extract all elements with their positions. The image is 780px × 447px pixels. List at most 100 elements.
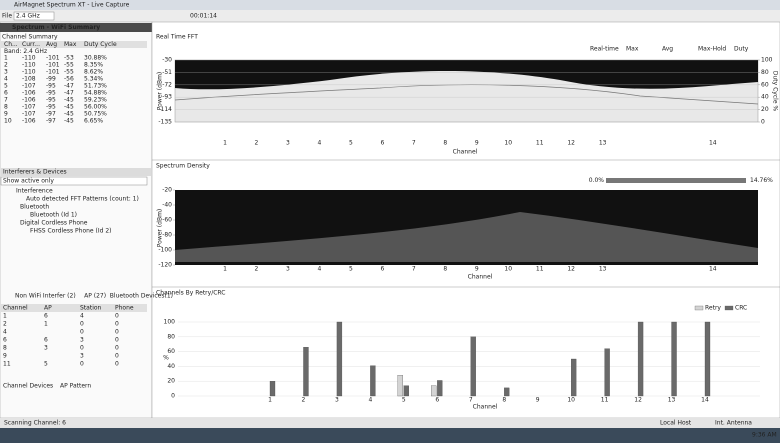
table-cell: 9 xyxy=(4,111,8,118)
x-axis-label: Channel xyxy=(468,274,493,281)
y2-tick-label: 0 xyxy=(761,119,765,126)
table-cell: 0 xyxy=(115,353,119,360)
x-tick-label: 11 xyxy=(536,266,544,273)
bar xyxy=(337,322,342,396)
table-cell: 0 xyxy=(115,321,119,328)
tree-item[interactable]: Bluetooth (Id 1) xyxy=(30,212,77,219)
table-cell: 54.88% xyxy=(84,90,107,97)
tree-item[interactable]: Auto detected FFT Patterns (count: 1) xyxy=(26,196,139,203)
tab[interactable]: AP Pattern xyxy=(60,383,91,390)
table-cell: 0 xyxy=(115,361,119,368)
table-cell: 0 xyxy=(115,313,119,320)
table-cell: -106 xyxy=(22,118,36,125)
x-tick-label: 4 xyxy=(317,266,321,273)
table-cell: 1 xyxy=(3,313,7,320)
x-tick-label: 8 xyxy=(443,266,447,273)
legend-entry: Max-Hold xyxy=(698,46,726,53)
table-cell: 51.73% xyxy=(84,83,107,90)
x-tick-label: 5 xyxy=(349,140,353,147)
table-cell: 3 xyxy=(80,353,84,360)
section-title[interactable]: Channels By Retry/CRC xyxy=(156,290,225,297)
x-tick-label: 2 xyxy=(302,397,306,404)
menu-file[interactable]: File xyxy=(2,13,12,20)
status-host: Local Host xyxy=(660,420,692,427)
x-tick-label: 11 xyxy=(601,397,609,404)
table-cell: -110 xyxy=(22,62,36,69)
section-title[interactable]: Spectrum Density xyxy=(156,163,210,170)
window-title: AirMagnet Spectrum XT - Live Capture xyxy=(14,2,130,9)
column-header: Curr... xyxy=(22,41,40,48)
table-cell: 9 xyxy=(3,353,7,360)
toolbar xyxy=(0,10,780,22)
y-tick-label: 40 xyxy=(167,363,175,370)
x-tick-label: 10 xyxy=(504,140,512,147)
y2-tick-label: 40 xyxy=(761,94,769,101)
x-tick-label: 3 xyxy=(335,397,339,404)
x-tick-label: 4 xyxy=(317,140,321,147)
screen: AirMagnet Spectrum XT - Live CaptureFile… xyxy=(0,0,780,443)
tab[interactable]: Channel Devices xyxy=(3,383,53,390)
table-cell: 11 xyxy=(3,361,11,368)
table-cell: -95 xyxy=(46,104,56,111)
legend-entry: Retry xyxy=(705,305,721,312)
x-tick-label: 6 xyxy=(380,140,384,147)
band-value[interactable]: 2.4 GHz xyxy=(16,13,40,20)
legend-entry: Duty xyxy=(734,46,749,53)
table-cell: 8.62% xyxy=(84,69,103,76)
x-tick-label: 6 xyxy=(435,397,439,404)
table-cell: 3 xyxy=(4,69,8,76)
y-tick-label: -60 xyxy=(162,217,172,224)
x-tick-label: 1 xyxy=(268,397,272,404)
bar xyxy=(638,322,643,396)
table-cell: -45 xyxy=(64,111,74,118)
table-cell: -99 xyxy=(46,76,56,83)
table-cell: 1 xyxy=(4,55,8,62)
tree-item[interactable]: FHSS Cordless Phone (Id 2) xyxy=(30,228,112,235)
taskbar xyxy=(0,428,780,443)
table-cell: -110 xyxy=(22,55,36,62)
x-tick-label: 9 xyxy=(536,397,540,404)
table-cell: -101 xyxy=(46,69,60,76)
clock: 9:36 AM xyxy=(752,432,777,439)
y-tick-label: -51 xyxy=(162,69,172,76)
x-tick-label: 7 xyxy=(469,397,473,404)
y-tick-label: -135 xyxy=(158,119,172,126)
table-cell: 0 xyxy=(80,361,84,368)
column-header: Channel xyxy=(3,305,28,312)
bar xyxy=(398,375,403,396)
y2-axis-label: Duty Cycle % xyxy=(772,71,779,112)
filter-value[interactable]: Show active only xyxy=(3,178,54,185)
table-cell: 8 xyxy=(3,345,7,352)
tree-item[interactable]: Interference xyxy=(16,188,53,195)
table-cell: 8.35% xyxy=(84,62,103,69)
section-title[interactable]: Real Time FFT xyxy=(156,34,198,41)
table-cell: -53 xyxy=(64,55,74,62)
tree-item[interactable]: Bluetooth xyxy=(20,204,49,211)
x-tick-label: 11 xyxy=(536,140,544,147)
x-tick-label: 14 xyxy=(709,266,717,273)
table-cell: -101 xyxy=(46,62,60,69)
table-cell: -55 xyxy=(64,62,74,69)
table-cell: -47 xyxy=(64,90,74,97)
y-tick-label: -120 xyxy=(158,262,172,269)
table-cell: 0 xyxy=(80,345,84,352)
table-cell: 6 xyxy=(3,337,7,344)
legend-entry: Max xyxy=(626,46,639,53)
x-tick-label: 10 xyxy=(567,397,575,404)
y-axis-label: % xyxy=(163,355,169,362)
table-cell: 3 xyxy=(44,345,48,352)
tab[interactable]: AP (27) xyxy=(84,293,106,300)
x-tick-label: 1 xyxy=(223,266,227,273)
x-tick-label: 9 xyxy=(475,266,479,273)
x-tick-label: 7 xyxy=(412,140,416,147)
x-tick-label: 1 xyxy=(223,140,227,147)
x-tick-label: 12 xyxy=(567,266,575,273)
table-cell: 5.34% xyxy=(84,76,103,83)
table-cell: 0 xyxy=(115,345,119,352)
tree-item[interactable]: Digital Cordless Phone xyxy=(20,220,88,227)
x-tick-label: 5 xyxy=(349,266,353,273)
x-tick-label: 12 xyxy=(634,397,642,404)
y-tick-label: 20 xyxy=(167,378,175,385)
x-axis-label: Channel xyxy=(453,149,478,156)
tab[interactable]: Non WiFi Interfer (2) xyxy=(15,293,76,300)
